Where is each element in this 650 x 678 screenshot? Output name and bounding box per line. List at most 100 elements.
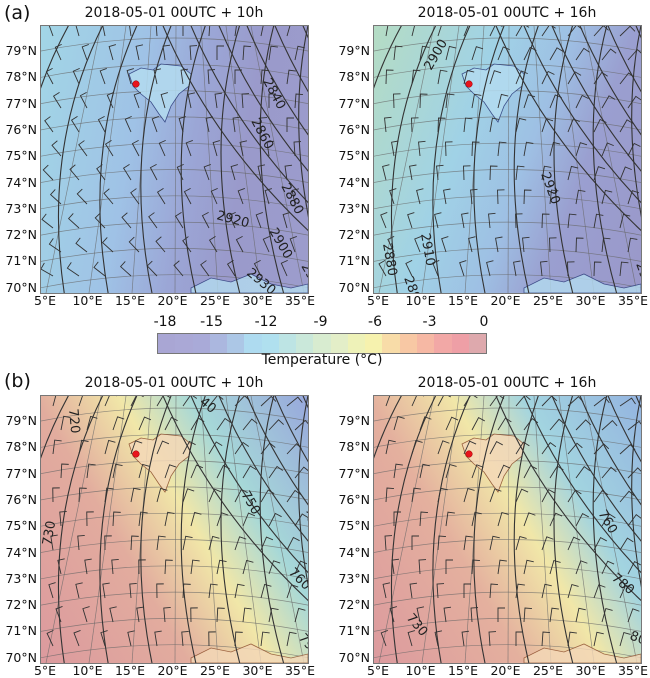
wind-barb: [515, 631, 523, 646]
wind-barb: [619, 213, 631, 229]
colorbar-segment: [399, 334, 417, 353]
latitude-tick-label: 74°N: [338, 544, 370, 560]
wind-barb: [593, 26, 609, 37]
longitude-gridline: [583, 26, 638, 293]
wind-barb: [411, 26, 415, 37]
wind-barb: [515, 488, 529, 503]
wind-barb: [567, 631, 577, 647]
wind-barb: [45, 67, 54, 85]
colorbar-segment: [313, 334, 331, 353]
wind-barb: [541, 583, 552, 599]
wind-barb: [234, 631, 243, 647]
wind-barb: [497, 559, 507, 575]
wind-barb: [593, 631, 604, 647]
wind-barb: [126, 68, 134, 85]
wind-barb: [260, 396, 277, 407]
wind-barb: [260, 489, 275, 503]
wind-barb: [575, 142, 588, 157]
contour-line: [374, 396, 402, 459]
wind-barb: [122, 164, 132, 181]
wind-barb: [151, 116, 159, 133]
wind-barb: [619, 631, 631, 647]
station-marker: [465, 450, 473, 458]
wind-barb: [541, 442, 557, 455]
wind-barb: [57, 558, 65, 575]
wind-barb: [138, 463, 150, 479]
wind-barb: [208, 441, 223, 455]
longitude-tick-label: 5°E: [366, 293, 390, 308]
wind-barb: [411, 487, 421, 503]
wind-barb: [515, 441, 530, 455]
wind-barb: [549, 607, 559, 623]
wind-barb: [434, 212, 442, 229]
latitude-gridline: [41, 274, 308, 289]
wind-barb: [253, 259, 262, 277]
wind-barb: [78, 396, 83, 407]
contour-line: [162, 396, 308, 602]
latitude-tick-label: 79°N: [5, 43, 37, 58]
wind-barb: [593, 261, 602, 277]
wind-barb: [280, 259, 288, 277]
wind-barb: [416, 188, 424, 205]
wind-barb: [86, 463, 96, 479]
wind-barb: [260, 583, 272, 599]
wind-barb: [104, 487, 114, 503]
contour-label: 2900: [266, 226, 296, 262]
latitude-gridline: [374, 169, 641, 183]
wind-barb: [419, 511, 428, 527]
contour-line: [99, 26, 138, 293]
longitude-tick-label: 25°E: [532, 293, 564, 308]
wind-barb: [515, 165, 525, 181]
wind-barb: [156, 487, 168, 503]
wind-barb: [156, 188, 166, 205]
wind-barb: [443, 188, 451, 205]
latitude-gridline: [41, 433, 308, 448]
wind-barb: [515, 213, 523, 229]
latitude-tick-label: 78°N: [338, 439, 370, 455]
wind-barb: [601, 48, 617, 61]
wind-barb: [136, 606, 144, 623]
longitude-tick-label: 20°E: [157, 293, 188, 308]
longitude-gridline: [250, 396, 305, 663]
wind-barb: [593, 490, 609, 503]
wind-barb: [156, 583, 164, 599]
wind-barb: [242, 512, 256, 527]
contour-line: [631, 26, 641, 218]
wind-barb: [97, 115, 106, 133]
wind-barb: [148, 212, 158, 229]
wind-barb: [286, 631, 297, 647]
wind-barb: [242, 607, 252, 623]
wind-barb: [541, 118, 554, 133]
wind-barb: [459, 260, 467, 277]
colorbar-tick-label: -6: [368, 314, 382, 330]
latitude-tick-label: 78°N: [338, 69, 370, 85]
wind-barb: [541, 70, 555, 85]
wind-barb: [419, 416, 432, 431]
wind-barb: [182, 488, 195, 503]
wind-barb: [48, 238, 62, 253]
latitude-gridline: [374, 486, 641, 501]
wind-barb: [208, 488, 222, 503]
wind-barb: [130, 396, 144, 407]
latitude-gridline: [41, 644, 308, 659]
wind-barb: [523, 465, 537, 479]
wind-barb: [268, 419, 284, 431]
colorbar-segment: [382, 334, 400, 353]
wind-barb: [443, 606, 452, 623]
contour-line: [495, 26, 641, 232]
latitude-tick-label: 76°N: [338, 121, 370, 137]
wind-barb: [48, 582, 56, 599]
latitude-gridline: [41, 116, 308, 131]
wind-barb: [234, 26, 237, 37]
wind-barb: [182, 583, 191, 599]
wind-barb: [523, 189, 532, 205]
wind-barb: [52, 92, 62, 109]
latitude-gridline: [374, 221, 641, 236]
wind-barb: [541, 213, 550, 229]
wind-barb: [294, 560, 308, 575]
wind-barb: [393, 463, 403, 479]
wind-barb: [81, 44, 89, 61]
wind-barb: [489, 488, 502, 503]
wind-barb: [601, 142, 614, 157]
